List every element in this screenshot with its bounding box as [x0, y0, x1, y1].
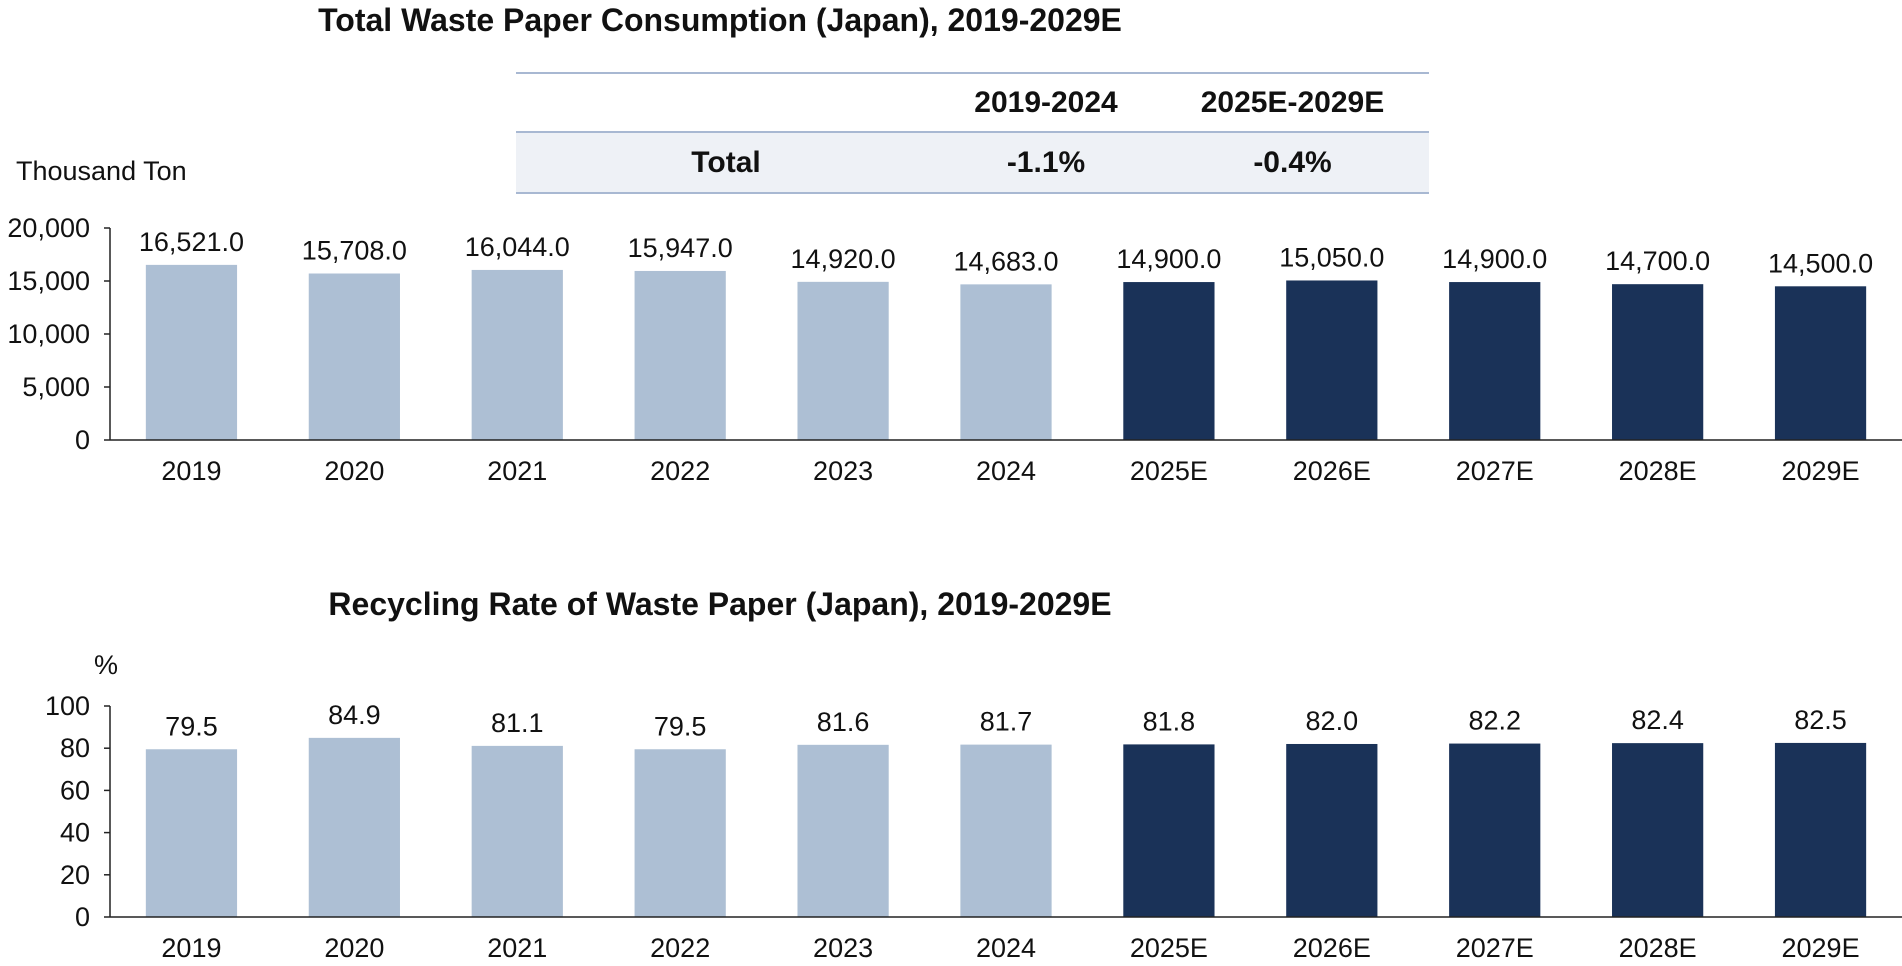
chart1-y-tick-label-20000: 20,000	[7, 213, 90, 243]
cagr-header-2019-2024: 2019-2024	[974, 86, 1118, 119]
chart1-data-label-2027e: 14,900.0	[1442, 244, 1547, 274]
chart2-data-label-2020: 84.9	[328, 700, 381, 730]
chart2-bar-2021	[471, 745, 563, 917]
chart2-bar-2019	[145, 749, 238, 917]
chart2-x-tick-label-2027e: 2027E	[1456, 933, 1534, 963]
chart1-data-label-2023: 14,920.0	[791, 244, 896, 274]
chart1-y-tick-label-5000: 5,000	[22, 372, 90, 402]
chart2-data-label-2021: 81.1	[491, 708, 544, 738]
chart1-bar-2020	[308, 273, 400, 440]
cagr-value-2025e-2029e: -0.4%	[1253, 146, 1332, 179]
chart1-x-tick-label-2019: 2019	[161, 456, 221, 486]
chart1-data-label-2020: 15,708.0	[302, 235, 407, 265]
chart1-title: Total Waste Paper Consumption (Japan), 2…	[318, 2, 1122, 38]
chart1-data-label-2022: 15,947.0	[628, 233, 733, 263]
chart2-x-tick-label-2024: 2024	[976, 933, 1036, 963]
chart2-bar-2029e	[1774, 742, 1867, 917]
cagr-header-2025e-2029e: 2025E-2029E	[1200, 86, 1385, 119]
chart1-data-label-2026e: 15,050.0	[1279, 242, 1384, 272]
chart2-data-label-2025e: 81.8	[1143, 706, 1196, 736]
chart2-x-tick-label-2025e: 2025E	[1130, 933, 1208, 963]
chart2-data-label-2024: 81.7	[980, 707, 1033, 737]
chart1-x-tick-label-2026e: 2026E	[1293, 456, 1371, 486]
chart2-data-label-2026e: 82.0	[1306, 706, 1359, 736]
chart2-y-tick-label-0: 0	[75, 902, 90, 932]
chart2-bar-2023	[797, 744, 889, 917]
chart2-bar-2025e	[1123, 744, 1215, 917]
chart2-y-tick-label-20: 20	[60, 860, 90, 890]
chart1-data-label-2021: 16,044.0	[465, 232, 570, 262]
chart2-x-tick-label-2022: 2022	[650, 933, 710, 963]
chart2-y-tick-label-60: 60	[60, 775, 90, 805]
chart1-x-tick-label-2021: 2021	[487, 456, 547, 486]
chart1-y-tick-label-0: 0	[75, 425, 90, 455]
chart1-x-tick-label-2029e: 2029E	[1782, 456, 1860, 486]
chart1-x-tick-label-2020: 2020	[324, 456, 384, 486]
chart2-data-label-2029e: 82.5	[1794, 705, 1847, 735]
chart1-bar-2022	[634, 270, 726, 440]
chart2-x-tick-label-2026e: 2026E	[1293, 933, 1371, 963]
cagr-value-2019-2024: -1.1%	[1006, 146, 1086, 179]
chart1-y-tick-label-10000: 10,000	[7, 319, 90, 349]
chart1-y-axis-label: Thousand Ton	[16, 156, 187, 186]
chart1-bar-2019	[145, 264, 238, 440]
chart2-x-tick-label-2019: 2019	[161, 933, 221, 963]
chart1-bar-2028e	[1612, 284, 1704, 440]
chart2-bar-2028e	[1612, 743, 1704, 917]
chart1-data-label-2019: 16,521.0	[139, 227, 244, 257]
chart1-bar-2027e	[1449, 282, 1541, 440]
chart2-bar-2024	[960, 744, 1052, 917]
chart1-x-tick-label-2024: 2024	[976, 456, 1036, 486]
chart2-data-label-2027e: 82.2	[1468, 706, 1521, 736]
chart2-y-tick-label-80: 80	[60, 733, 90, 763]
chart2-data-label-2023: 81.6	[817, 707, 870, 737]
chart1-data-label-2028e: 14,700.0	[1605, 246, 1710, 276]
chart1-bar-2023	[797, 281, 889, 440]
chart2-x-tick-label-2029e: 2029E	[1782, 933, 1860, 963]
chart2-x-tick-label-2023: 2023	[813, 933, 873, 963]
chart2-bar-2020	[308, 737, 400, 917]
chart1-x-tick-label-2023: 2023	[813, 456, 873, 486]
chart1-bar-2021	[471, 269, 563, 440]
chart2-bar-2022	[634, 749, 726, 917]
chart2-y-tick-label-40: 40	[60, 818, 90, 848]
cagr-table-bottom-rule	[516, 192, 1429, 194]
chart1-data-label-2025e: 14,900.0	[1116, 244, 1221, 274]
chart1-x-tick-label-2025e: 2025E	[1130, 456, 1208, 486]
chart1-x-tick-label-2028e: 2028E	[1619, 456, 1697, 486]
chart2-bar-2027e	[1449, 743, 1541, 917]
chart2-x-tick-label-2028e: 2028E	[1619, 933, 1697, 963]
cagr-table-mid-rule	[516, 131, 1429, 133]
chart2-y-axis-label: %	[94, 650, 119, 680]
chart1-bar-2026e	[1286, 280, 1378, 440]
chart1-bar-2024	[960, 284, 1052, 440]
chart2-x-tick-label-2020: 2020	[324, 933, 384, 963]
chart2-data-label-2019: 79.5	[165, 711, 218, 741]
cagr-table-top-rule	[516, 72, 1429, 74]
chart1-data-label-2024: 14,683.0	[953, 246, 1058, 276]
chart2-y-tick-label-100: 100	[45, 691, 90, 721]
chart1-bar-2029e	[1774, 286, 1867, 440]
cagr-table-row-background	[516, 132, 1429, 192]
chart1-bar-2025e	[1123, 282, 1215, 440]
cagr-row-label-total: Total	[691, 146, 761, 179]
cagr-table: 2019-2024 2025E-2029E Total -1.1% -0.4%	[516, 72, 1429, 194]
chart2-title: Recycling Rate of Waste Paper (Japan), 2…	[328, 586, 1112, 622]
chart1-x-tick-label-2022: 2022	[650, 456, 710, 486]
chart2-x-tick-label-2021: 2021	[487, 933, 547, 963]
chart2-bar-2026e	[1286, 743, 1378, 917]
chart1-x-tick-label-2027e: 2027E	[1456, 456, 1534, 486]
chart2-data-label-2028e: 82.4	[1631, 705, 1684, 735]
chart2-data-label-2022: 79.5	[654, 711, 707, 741]
chart1-y-tick-label-15000: 15,000	[7, 266, 90, 296]
chart1-data-label-2029e: 14,500.0	[1768, 248, 1873, 278]
